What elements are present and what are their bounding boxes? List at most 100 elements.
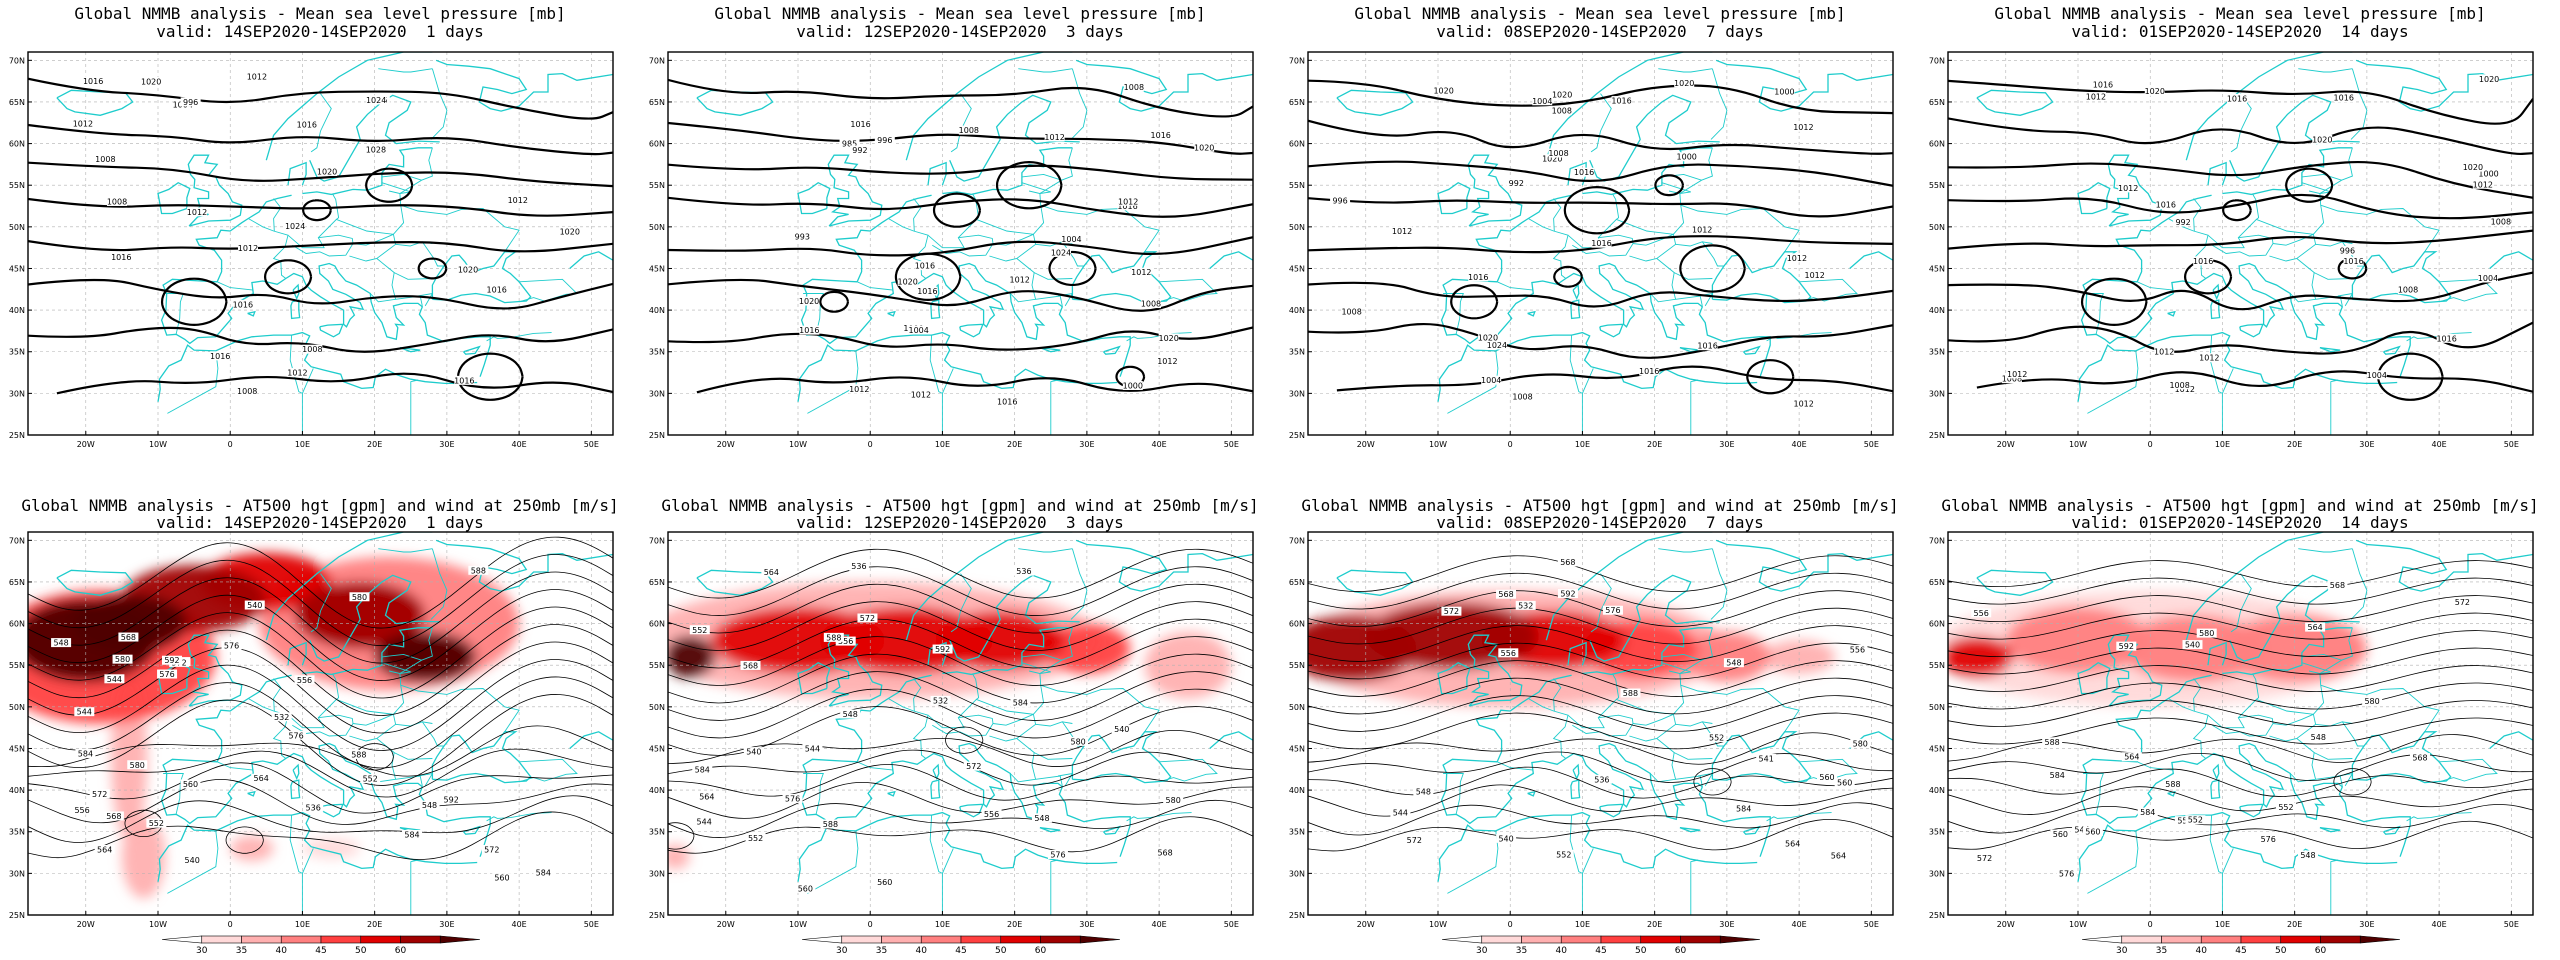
lat-tick-label: 45N xyxy=(1929,744,1945,753)
contour-label: 1008 xyxy=(1552,107,1572,116)
contour-label: 1016 xyxy=(1697,342,1717,351)
border xyxy=(1658,548,1713,553)
contour-label: 552 xyxy=(1556,850,1571,859)
coastline xyxy=(431,251,532,304)
contour-label-bg xyxy=(2116,641,2137,651)
contour-label-bg xyxy=(146,818,167,828)
contour-label-bg xyxy=(1532,96,1553,106)
border xyxy=(2301,662,2331,674)
contour-label-bg xyxy=(1828,850,1849,860)
contour-label-bg xyxy=(874,877,895,887)
colorbar-tick-label: 40 xyxy=(276,946,288,956)
wind-colorbar: 30 35 40 45 50 60 xyxy=(801,935,1121,956)
contour-label: 996 xyxy=(877,136,892,145)
contour-label: 588 xyxy=(823,820,838,829)
contour-label-bg xyxy=(2333,93,2354,103)
map-layers: 1004996101210081016102010241028102010161… xyxy=(28,52,613,435)
contour-label: 1016 xyxy=(2093,81,2113,90)
contour-label: 540 xyxy=(247,601,262,610)
colorbar-tick-label: 35 xyxy=(1516,946,1527,956)
lon-tick-label: 20W xyxy=(1997,440,2015,449)
colorbar-tick-label: 60 xyxy=(2315,946,2327,956)
isoline xyxy=(1308,712,1893,750)
contour-label-bg xyxy=(303,802,324,812)
contour-label: 1016 xyxy=(1591,239,1611,248)
contour-label: 592 xyxy=(444,796,459,805)
contour-label: 536 xyxy=(1016,567,1031,576)
isoline xyxy=(1948,79,2533,125)
border xyxy=(1675,721,1724,747)
contour-label-bg xyxy=(1013,566,1034,576)
border xyxy=(1649,738,1677,783)
contour-label: 1012 xyxy=(1392,227,1412,236)
border xyxy=(1690,379,1699,435)
contour-label-bg xyxy=(2154,346,2175,356)
contour-label-bg xyxy=(2162,779,2183,789)
border xyxy=(2230,573,2252,633)
border xyxy=(1661,662,1691,674)
colorbar-tick-label: 30 xyxy=(2116,946,2128,956)
contour-label: 580 xyxy=(2364,697,2379,706)
lat-tick-label: 30N xyxy=(649,389,665,398)
lon-tick-label: 10E xyxy=(2215,440,2230,449)
contour-label: 576 xyxy=(785,794,800,803)
contour-label-bg xyxy=(468,565,489,575)
isoline xyxy=(2285,167,2334,203)
contour-label-bg xyxy=(1498,648,1519,658)
border xyxy=(369,258,397,303)
contour-label: 1016 xyxy=(210,352,230,361)
contour-label-bg xyxy=(402,829,423,839)
contour-label: 536 xyxy=(306,803,321,812)
coastline xyxy=(1467,154,1523,227)
border xyxy=(1050,379,1059,435)
map-panel-7: Global NMMB analysis - AT500 hgt [gpm] a… xyxy=(1280,480,1920,960)
panel-valid-period: valid: 12SEP2020-14SEP2020 3 days xyxy=(796,513,1124,532)
colorbar-swatch xyxy=(1079,935,1121,944)
border xyxy=(2256,670,2325,715)
isoline xyxy=(28,694,613,786)
lat-tick-label: 30N xyxy=(1289,869,1305,878)
border xyxy=(1018,548,1073,553)
lat-tick-label: 40N xyxy=(1289,786,1305,795)
graticule xyxy=(1308,52,1893,435)
border xyxy=(941,848,954,915)
lat-tick-label: 65N xyxy=(649,578,665,587)
contour-label: 572 xyxy=(484,845,499,854)
contour-label-bg xyxy=(186,207,207,217)
contour-label: 572 xyxy=(966,762,981,771)
contour-label-bg xyxy=(1486,340,1507,350)
contour-label-bg xyxy=(1971,608,1992,618)
contour-label: 1016 xyxy=(1117,202,1137,211)
border xyxy=(1675,241,1724,267)
isoline xyxy=(1308,235,1893,254)
colorbar-tick-label: 40 xyxy=(916,946,928,956)
contour-label-bg xyxy=(2155,200,2176,210)
contour-label-bg xyxy=(2196,628,2217,638)
contour-label-bg xyxy=(1404,835,1425,845)
contour-label-bg xyxy=(294,675,315,685)
lon-tick-label: 30E xyxy=(1719,440,1734,449)
contour-label-bg xyxy=(1047,849,1068,859)
border xyxy=(1798,278,1858,303)
contour-label: 1016 xyxy=(1611,97,1631,106)
border xyxy=(2342,241,2353,244)
border xyxy=(1447,830,1499,894)
map-layers: 9929961000100410081012101610201004100810… xyxy=(1948,52,2533,435)
contour-label-bg xyxy=(458,264,479,274)
colorbar-tick-label: 50 xyxy=(995,946,1007,956)
border xyxy=(989,233,1037,262)
border xyxy=(310,573,332,633)
isoline xyxy=(668,822,695,850)
border xyxy=(289,815,303,874)
coastline xyxy=(435,539,613,592)
contour-label: 1004 xyxy=(1532,97,1552,106)
contour-label-bg xyxy=(1496,589,1517,599)
border xyxy=(1766,812,1832,822)
lon-tick-label: 50E xyxy=(2504,920,2519,929)
coastline xyxy=(1715,59,1893,112)
contour-label-bg xyxy=(2169,380,2190,390)
coastline xyxy=(319,803,344,818)
contour-label-bg xyxy=(127,760,148,770)
jet-shade xyxy=(1144,631,1232,699)
border xyxy=(1798,758,1858,783)
